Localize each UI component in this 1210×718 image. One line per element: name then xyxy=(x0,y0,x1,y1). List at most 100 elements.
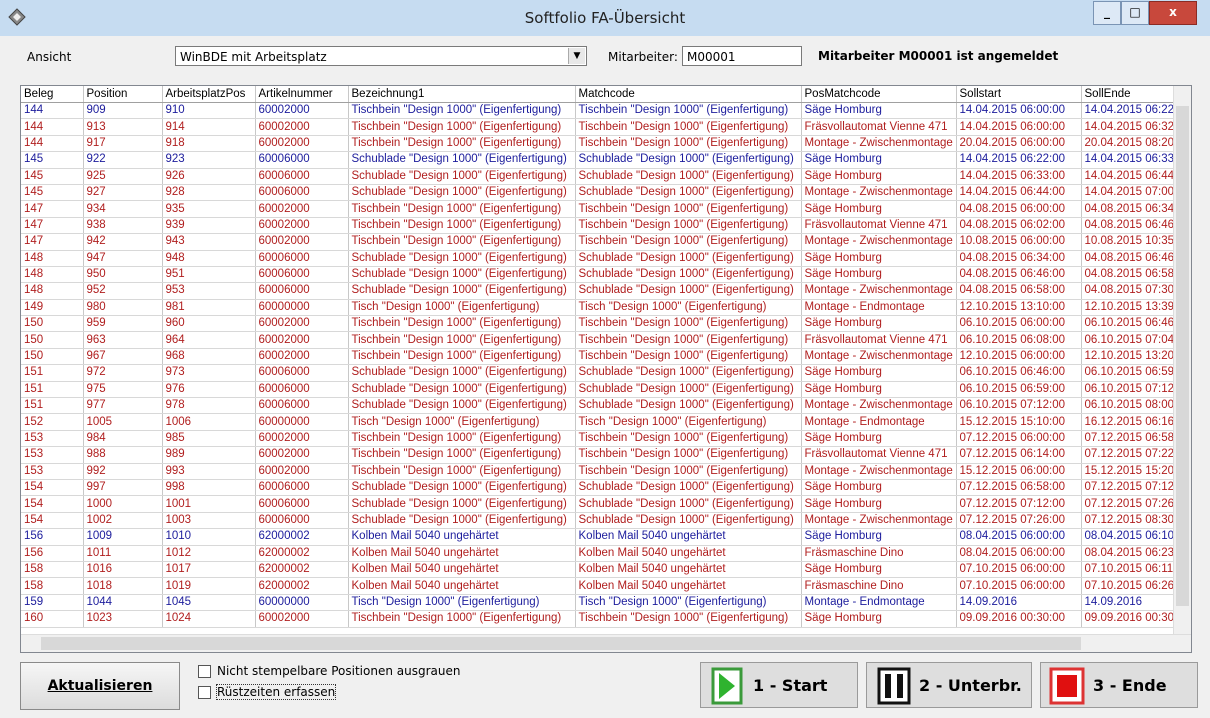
table-row[interactable]: 148 950 951 60006000 Schublade "Design 1000"… xyxy=(21,266,1174,284)
table-cell: Schublade "Design 1000" (Eigenfertigung) xyxy=(575,151,802,169)
table-row[interactable]: 149 980 981 60000000 Tisch "Design 1000" (Ei… xyxy=(21,299,1174,317)
table-row[interactable]: 151 972 973 60006000 Schublade "Design 1000"… xyxy=(21,364,1174,382)
table-cell: Tisch "Design 1000" (Eigenfertigung) xyxy=(575,594,802,612)
table-row[interactable]: 153 984 985 60002000 Tischbein "Design 1000"… xyxy=(21,430,1174,448)
table-cell: Säge Homburg xyxy=(801,200,957,218)
maximize-button[interactable]: □ xyxy=(1121,1,1149,25)
table-cell: Säge Homburg xyxy=(801,381,957,399)
table-row[interactable]: 154 1002 1003 60006000 Schublade "Design 100… xyxy=(21,512,1174,530)
table-cell: Säge Homburg xyxy=(801,102,957,120)
table-row[interactable]: 148 947 948 60006000 Schublade "Design 1000"… xyxy=(21,250,1174,267)
table-cell: Säge Homburg xyxy=(801,250,957,267)
column-header: Matchcode xyxy=(575,86,802,103)
table-cell: 62000002 xyxy=(255,561,349,579)
table-cell: 972 xyxy=(83,364,163,382)
table-row[interactable]: 147 938 939 60002000 Tischbein "Design 1000"… xyxy=(21,217,1174,235)
checkbox[interactable] xyxy=(198,686,211,699)
start-button[interactable]: 1 - Start xyxy=(700,662,858,708)
table-row[interactable]: 144 909 910 60002000 Tischbein "Design 1000"… xyxy=(21,102,1174,120)
table-row[interactable]: 151 975 976 60006000 Schublade "Design 1000"… xyxy=(21,381,1174,399)
table-cell: Tischbein "Design 1000" (Eigenfertigung) xyxy=(348,610,576,628)
dropdown-arrow[interactable]: ▼ xyxy=(568,48,585,64)
table-row[interactable]: 148 952 953 60006000 Schublade "Design 1000"… xyxy=(21,282,1174,300)
table-cell: 147 xyxy=(21,200,84,218)
table-cell: 09.09.2016 00:30:00 xyxy=(1081,610,1174,628)
table-row[interactable]: 150 959 960 60002000 Tischbein "Design 1000"… xyxy=(21,315,1174,333)
table-cell: 1016 xyxy=(83,561,163,579)
table-row[interactable]: 144 917 918 60002000 Tischbein "Design 1000"… xyxy=(21,135,1174,153)
table-cell: Kolben Mail 5040 ungehärtet xyxy=(575,561,802,579)
table-cell: 60002000 xyxy=(255,446,349,464)
table-cell: 938 xyxy=(83,217,163,235)
table-row[interactable]: 152 1005 1006 60000000 Tisch "Design 1000" (… xyxy=(21,413,1174,431)
table-cell: Tischbein "Design 1000" (Eigenfertigung) xyxy=(575,135,802,153)
table-cell: Tischbein "Design 1000" (Eigenfertigung) xyxy=(348,430,576,448)
refresh-button[interactable]: Aktualisieren xyxy=(20,662,180,710)
table-row[interactable]: 145 925 926 60006000 Schublade "Design 1000"… xyxy=(21,168,1174,185)
table-row[interactable]: 147 942 943 60002000 Tischbein "Design 1000"… xyxy=(21,233,1174,251)
view-combobox[interactable]: WinBDE mit Arbeitsplatz ▼ xyxy=(175,46,587,66)
table-cell: Schublade "Design 1000" (Eigenfertigung) xyxy=(575,266,802,284)
table-cell: 1005 xyxy=(83,413,163,431)
minimize-button[interactable]: _ xyxy=(1093,1,1121,25)
table-cell: 935 xyxy=(162,200,256,218)
table-cell: 60002000 xyxy=(255,610,349,628)
table-row[interactable]: 158 1018 1019 62000002 Kolben Mail 5040 unge… xyxy=(21,577,1174,595)
table-cell: 04.08.2015 06:46:00 xyxy=(956,266,1082,284)
table-row[interactable]: 151 977 978 60006000 Schublade "Design 1000"… xyxy=(21,397,1174,415)
vertical-scrollbar[interactable] xyxy=(1173,86,1191,634)
table-row[interactable]: 159 1044 1045 60000000 Tisch "Design 1000" (… xyxy=(21,594,1174,612)
table-row[interactable]: 156 1009 1010 62000002 Kolben Mail 5040 unge… xyxy=(21,528,1174,546)
table-cell: 153 xyxy=(21,430,84,448)
table-row[interactable]: 144 913 914 60002000 Tischbein "Design 1000"… xyxy=(21,118,1174,136)
table-cell: 06.10.2015 06:59:00 xyxy=(1081,364,1174,382)
start-icon xyxy=(711,667,743,705)
table-cell: Tischbein "Design 1000" (Eigenfertigung) xyxy=(575,610,802,628)
table-cell: 60002000 xyxy=(255,200,349,218)
table-row[interactable]: 147 934 935 60002000 Tischbein "Design 1000"… xyxy=(21,200,1174,218)
table-cell: Kolben Mail 5040 ungehärtet xyxy=(348,577,576,595)
view-label: Ansicht xyxy=(27,50,72,64)
pause-button[interactable]: 2 - Unterbr. xyxy=(866,662,1032,708)
table-cell: 14.04.2015 06:44:00 xyxy=(956,184,1082,202)
table-row[interactable]: 153 992 993 60002000 Tischbein "Design 1000"… xyxy=(21,463,1174,480)
close-button[interactable]: x xyxy=(1149,1,1197,25)
horizontal-scrollbar[interactable] xyxy=(21,634,1191,652)
table-cell: 07.12.2015 06:58:00 xyxy=(956,479,1082,497)
table-row[interactable]: 154 1000 1001 60006000 Schublade "Design 100… xyxy=(21,495,1174,513)
table-cell: 60002000 xyxy=(255,135,349,153)
table-cell: 14.09.2016 xyxy=(956,594,1082,612)
table-cell: 06.10.2015 07:12:00 xyxy=(956,397,1082,415)
table-row[interactable]: 150 967 968 60002000 Tischbein "Design 1000"… xyxy=(21,348,1174,366)
table-cell: 148 xyxy=(21,282,84,300)
table-row[interactable]: 154 997 998 60006000 Schublade "Design 1000"… xyxy=(21,479,1174,497)
table-row[interactable]: 160 1023 1024 60002000 Tischbein "Design 100… xyxy=(21,610,1174,628)
table-row[interactable]: 150 963 964 60002000 Tischbein "Design 1000"… xyxy=(21,331,1174,349)
employee-input[interactable]: M00001 xyxy=(682,46,802,66)
table-cell: 07.12.2015 06:14:00 xyxy=(956,446,1082,464)
table-cell: Tischbein "Design 1000" (Eigenfertigung) xyxy=(348,135,576,153)
scroll-thumb[interactable] xyxy=(1176,106,1189,606)
table-cell: 963 xyxy=(83,331,163,349)
table-cell: Montage - Endmontage xyxy=(801,594,957,612)
table-cell: 977 xyxy=(83,397,163,415)
table-cell: Tischbein "Design 1000" (Eigenfertigung) xyxy=(348,118,576,136)
table-cell: Montage - Endmontage xyxy=(801,299,957,317)
table-cell: 06.10.2015 06:59:00 xyxy=(956,381,1082,399)
end-button[interactable]: 3 - Ende xyxy=(1040,662,1198,708)
table-cell: Säge Homburg xyxy=(801,430,957,448)
table-cell: 14.04.2015 06:00:00 xyxy=(956,118,1082,136)
checkbox[interactable] xyxy=(198,665,211,678)
scroll-thumb[interactable] xyxy=(41,637,1081,650)
table-cell: 1002 xyxy=(83,512,163,530)
table-cell: Montage - Zwischenmontage xyxy=(801,512,957,530)
table-row[interactable]: 158 1016 1017 62000002 Kolben Mail 5040 unge… xyxy=(21,561,1174,579)
employee-label: Mitarbeiter: xyxy=(608,50,678,64)
table-cell: Tischbein "Design 1000" (Eigenfertigung) xyxy=(575,118,802,136)
table-row[interactable]: 153 988 989 60002000 Tischbein "Design 1000"… xyxy=(21,446,1174,464)
table-cell: 60002000 xyxy=(255,233,349,251)
table-row[interactable]: 156 1011 1012 62000002 Kolben Mail 5040 unge… xyxy=(21,545,1174,562)
table-cell: 06.10.2015 07:12:00 xyxy=(1081,381,1174,399)
table-row[interactable]: 145 927 928 60006000 Schublade "Design 1000"… xyxy=(21,184,1174,202)
table-row[interactable]: 145 922 923 60006000 Schublade "Design 1000"… xyxy=(21,151,1174,169)
